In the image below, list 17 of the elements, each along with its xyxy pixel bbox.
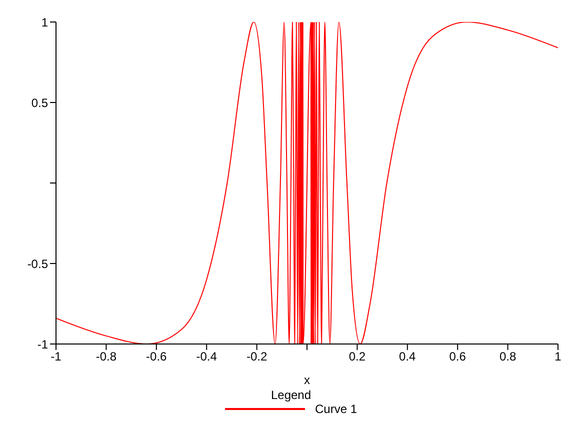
y-tick-label: -1 [37,337,48,352]
x-tick-label: 0.4 [399,350,416,364]
x-tick-label: -0.8 [96,350,117,364]
x-tick-label: -1 [50,350,62,364]
x-tick-label: 0.6 [449,350,466,364]
y-tick-label: 0.5 [31,96,48,110]
x-tick-label: 0.2 [348,350,366,364]
x-tick-label: -0.6 [146,350,168,364]
x-axis-title: x [304,373,310,387]
y-tick-label: -0.5 [27,256,48,271]
text: Curve 1 [314,402,358,416]
x-tick-label: 0.8 [499,350,516,364]
x-tick-label: -0.2 [246,350,268,364]
x-tick-label: -0.4 [196,350,218,364]
x-tick-label: 1 [554,350,562,364]
legend-title: Legend [270,388,312,402]
y-tick-label: 1 [41,15,48,30]
